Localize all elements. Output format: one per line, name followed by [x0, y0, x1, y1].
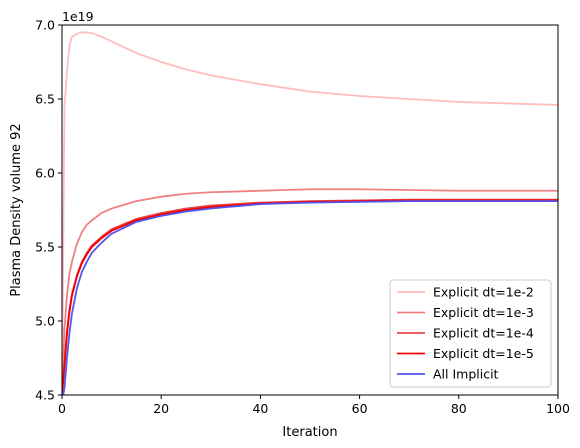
y-axis-label: Plasma Density volume 92: [9, 123, 24, 296]
legend-label-3: Explicit dt=1e-4: [433, 326, 534, 341]
x-axis-ticks: 0 20 40 60 80 100: [58, 395, 570, 416]
series-layer: [62, 31, 558, 395]
legend-label-5: All Implicit: [433, 367, 499, 382]
x-tick-label: 100: [546, 401, 570, 416]
x-tick-label: 60: [352, 401, 368, 416]
x-tick-label: 0: [58, 401, 66, 416]
legend-label-1: Explicit dt=1e-2: [433, 285, 534, 300]
legend-frame: [389, 279, 552, 388]
y-tick-label: 6.5: [35, 92, 55, 107]
legend: Explicit dt=1e-2 Explicit dt=1e-3 Explicit…: [389, 279, 552, 388]
x-tick-label: 80: [451, 401, 467, 416]
y-axis-ticks: 4.5 5.0 5.5 6.0 6.5 7.0: [35, 18, 62, 403]
x-tick-label: 40: [252, 401, 268, 416]
y-tick-label: 5.5: [35, 240, 55, 255]
plot-frame: [61, 24, 559, 396]
y-offset-label: 1e19: [62, 9, 94, 24]
x-axis-label: Iteration: [282, 425, 337, 440]
series-line-1: [62, 31, 558, 395]
y-tick-label: 5.0: [35, 314, 55, 329]
y-tick-label: 4.5: [35, 388, 55, 403]
series-line-5: [62, 200, 558, 395]
legend-label-4: Explicit dt=1e-5: [433, 346, 534, 361]
y-tick-label: 6.0: [35, 166, 55, 181]
series-line-2: [62, 188, 558, 395]
y-tick-label: 7.0: [35, 18, 55, 33]
legend-label-2: Explicit dt=1e-3: [433, 305, 534, 320]
x-tick-label: 20: [153, 401, 169, 416]
